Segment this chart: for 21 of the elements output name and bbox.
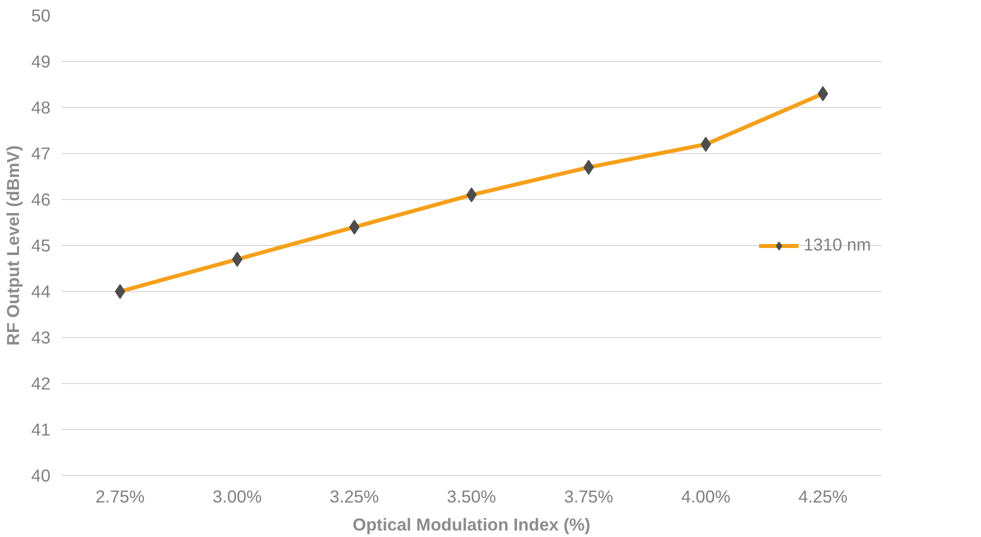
y-tick-label: 49 xyxy=(31,52,51,72)
y-tick-label: 47 xyxy=(31,144,51,164)
x-tick-label: 4.00% xyxy=(681,486,730,506)
x-tick-label: 4.25% xyxy=(798,486,848,506)
legend-label: 1310 nm xyxy=(804,234,871,256)
x-tick-label: 2.75% xyxy=(96,486,145,506)
x-tick-label: 3.75% xyxy=(564,486,614,506)
y-tick-label: 42 xyxy=(31,374,51,394)
y-tick-label: 41 xyxy=(31,420,51,440)
x-tick-label: 3.25% xyxy=(330,486,379,506)
y-tick-label: 50 xyxy=(31,6,51,26)
y-tick-label: 48 xyxy=(31,98,51,118)
y-tick-label: 40 xyxy=(31,466,51,486)
y-axis-title: RF Output Level (dBmV) xyxy=(3,145,24,346)
x-tick-label: 3.50% xyxy=(446,486,496,506)
y-tick-label: 44 xyxy=(31,282,51,302)
y-tick-label: 45 xyxy=(31,236,51,256)
y-tick-label: 46 xyxy=(31,190,51,210)
y-tick-label: 43 xyxy=(31,328,51,348)
x-tick-label: 3.00% xyxy=(212,486,262,506)
x-axis-title: Optical Modulation Index (%) xyxy=(352,514,590,534)
